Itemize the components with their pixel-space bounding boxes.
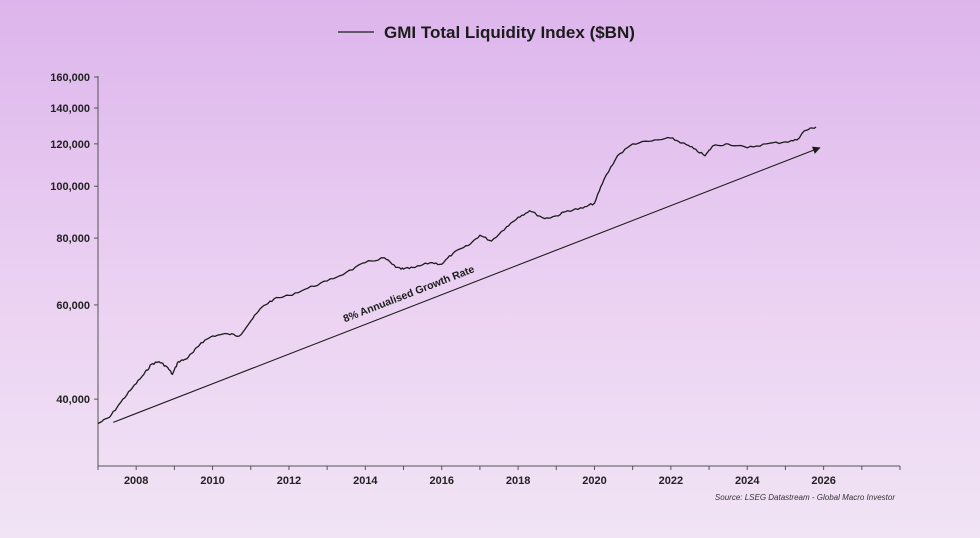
y-tick-label: 100,000 [50,181,90,193]
y-tick-label: 40,000 [56,394,90,406]
x-tick-label: 2010 [200,475,224,487]
x-tick-label: 2026 [811,475,835,487]
y-axis-ticks: 40,000 60,000 80,000 100,000 120,000 140,000 1… [50,72,98,406]
x-tick-label: 2016 [429,475,453,487]
y-tick-label: 140,000 [50,103,90,115]
trend-arrow [113,146,821,423]
x-axis-ticks: 2008 2010 2012 2014 2016 2018 2020 2022 2024 2026 [97,466,901,487]
x-tick-label: 2008 [124,475,148,487]
x-tick-label: 2018 [506,475,530,487]
y-tick-label: 160,000 [50,72,90,84]
source-note: Source: LSEG Datastream - Global Macro I… [715,493,895,502]
x-tick-label: 2024 [735,475,760,487]
x-tick-label: 2022 [659,475,683,487]
y-tick-label: 80,000 [56,233,90,245]
chart-title: GMI Total Liquidity Index ($BN) [384,23,635,42]
x-tick-label: 2014 [353,475,378,487]
series-line-gmi-total-liquidity-index [97,126,817,425]
trend-annotation-label: 8% Annualised Growth Rate [342,263,477,325]
y-tick-label: 60,000 [56,300,90,312]
x-tick-label: 2012 [277,475,301,487]
x-tick-label: 2020 [582,475,606,487]
y-tick-label: 120,000 [50,139,90,151]
